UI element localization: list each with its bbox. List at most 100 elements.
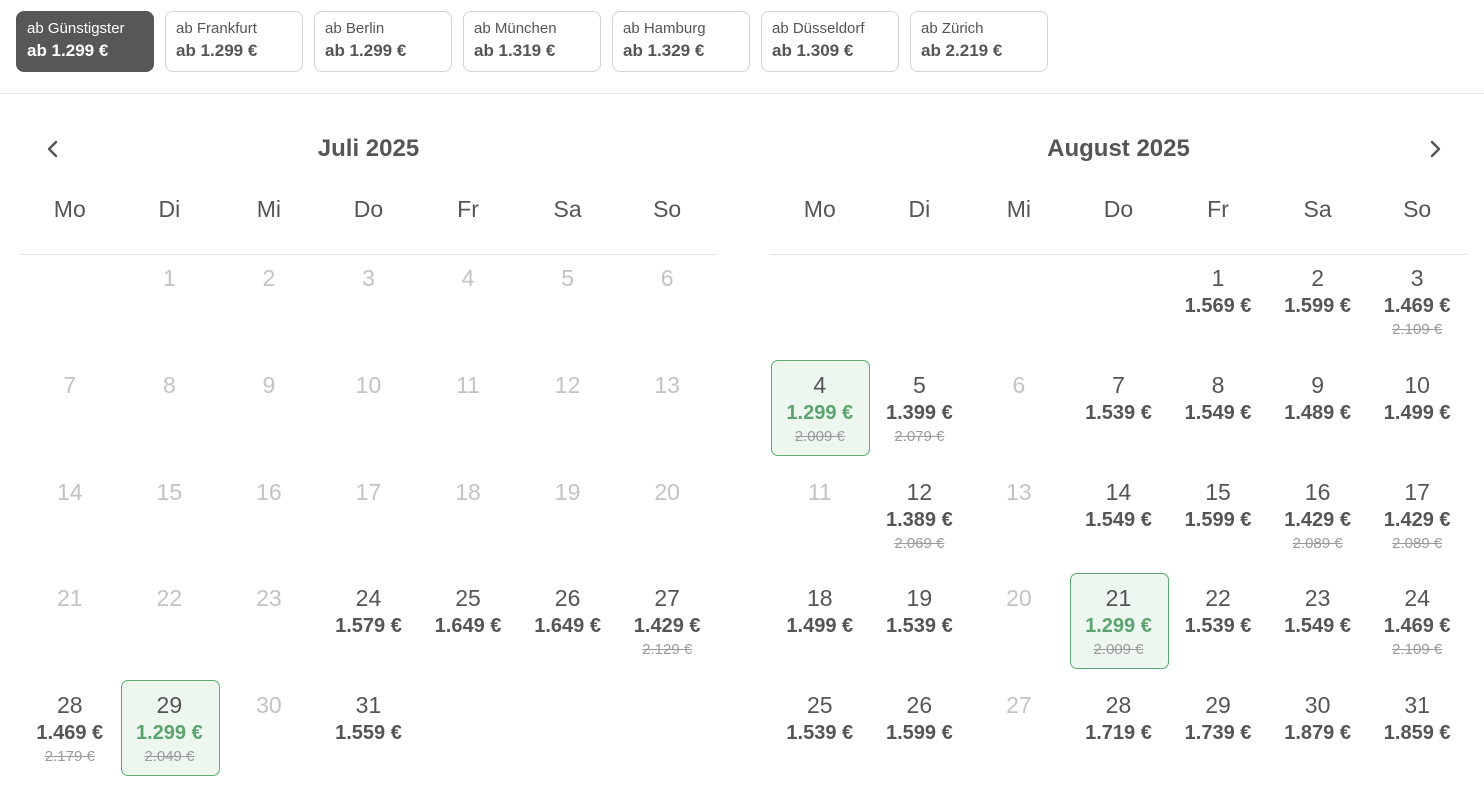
filter-chip[interactable]: ab Düsseldorf ab 1.309 € <box>761 11 899 72</box>
day-number: 29 <box>156 692 183 718</box>
day-price: 1.559 € <box>335 722 402 744</box>
best-price-day[interactable]: 4 1.299 € 2.009 € <box>770 359 870 475</box>
unavailable-day: 15 <box>120 475 220 582</box>
calendar-day[interactable]: 2 1.599 € <box>1268 261 1368 368</box>
calendar-day[interactable]: 5 1.399 € 2.079 € <box>870 368 970 475</box>
calendar-day[interactable]: 31 1.859 € <box>1367 688 1467 795</box>
filter-chip-price: ab 1.329 € <box>623 41 705 60</box>
calendar-day[interactable]: 14 1.549 € <box>1069 475 1169 582</box>
best-price-day[interactable]: 29 1.299 € 2.049 € <box>120 680 220 795</box>
calendar-day[interactable]: 8 1.549 € <box>1168 368 1268 475</box>
calendar-day[interactable]: 18 1.499 € <box>770 581 870 688</box>
original-price: 2.089 € <box>1292 534 1343 552</box>
day-number: 4 <box>813 371 827 398</box>
day-price: 1.389 € <box>885 508 953 531</box>
calendar-day[interactable]: 23 1.549 € <box>1268 581 1368 688</box>
day-number: 6 <box>660 265 674 291</box>
day-price: 1.539 € <box>786 722 854 744</box>
calendar-day[interactable]: 22 1.539 € <box>1168 581 1268 688</box>
day-number: 17 <box>355 478 382 505</box>
calendar-day[interactable]: 30 1.879 € <box>1268 688 1368 795</box>
original-price: 2.089 € <box>1392 534 1443 552</box>
prev-month-button[interactable] <box>41 137 65 161</box>
day-price: 1.599 € <box>885 722 953 744</box>
filter-chip[interactable]: ab Frankfurt ab 1.299 € <box>165 11 303 72</box>
filter-chip[interactable]: ab Berlin ab 1.299 € <box>314 11 452 72</box>
calendar-day[interactable]: 24 1.469 € 2.109 € <box>1367 581 1467 688</box>
day-price: 1.499 € <box>1383 401 1451 424</box>
calendar-day[interactable]: 7 1.539 € <box>1069 368 1169 475</box>
calendar-day[interactable]: 17 1.429 € 2.089 € <box>1367 475 1467 582</box>
unavailable-day: 14 <box>20 475 120 582</box>
calendar-day[interactable]: 26 1.649 € <box>518 581 618 688</box>
day-price: 1.429 € <box>1383 508 1451 531</box>
calendar-day[interactable]: 25 1.649 € <box>418 581 518 688</box>
calendar-day[interactable]: 9 1.489 € <box>1268 368 1368 475</box>
day-number: 4 <box>461 265 475 291</box>
calendar-day[interactable]: 27 1.429 € 2.129 € <box>617 581 717 688</box>
original-price: 2.109 € <box>1392 321 1443 338</box>
unavailable-day: 16 <box>219 475 319 582</box>
day-number: 31 <box>1404 692 1430 718</box>
day-number: 14 <box>1105 478 1132 505</box>
calendar-day[interactable]: 25 1.539 € <box>770 688 870 795</box>
day-grid: 1 1.569 €2 1.599 €3 1.469 €2.109 €4 1.299 €2… <box>770 261 1467 795</box>
unavailable-day: 30 <box>219 688 319 795</box>
filter-chip[interactable]: ab Günstigster ab 1.299 € <box>16 11 154 72</box>
day-number: 22 <box>1205 585 1231 612</box>
filter-chip-price: ab 1.299 € <box>27 41 109 60</box>
day-price: 1.429 € <box>1284 508 1351 531</box>
day-number: 30 <box>1304 692 1331 718</box>
best-price-highlight <box>120 680 220 776</box>
unavailable-day: 7 <box>20 368 120 475</box>
filter-chip-price: ab 1.299 € <box>176 41 258 60</box>
unavailable-day: 4 <box>418 261 518 368</box>
calendar-day[interactable]: 16 1.429 € 2.089 € <box>1268 475 1368 582</box>
day-price: 1.469 € <box>1383 615 1451 638</box>
calendar-day[interactable]: 24 1.579 € <box>319 581 419 688</box>
day-price: 1.569 € <box>1184 295 1252 317</box>
filter-chip-label: ab Frankfurt <box>176 20 257 37</box>
calendar-day[interactable]: 28 1.469 € 2.179 € <box>20 688 120 795</box>
day-number: 31 <box>355 692 382 718</box>
weekday-label: Mo <box>803 196 836 222</box>
unavailable-day: 21 <box>20 581 120 688</box>
separator <box>770 254 1467 255</box>
filter-chip[interactable]: ab Hamburg ab 1.329 € <box>612 11 750 72</box>
best-price-day[interactable]: 21 1.299 € 2.009 € <box>1069 573 1169 688</box>
original-price: 2.129 € <box>642 641 693 659</box>
next-month-button[interactable] <box>1423 137 1447 161</box>
day-price: 1.489 € <box>1284 401 1351 424</box>
calendar-day[interactable]: 15 1.599 € <box>1168 475 1268 582</box>
unavailable-day: 9 <box>219 368 319 475</box>
month-title: Juli 2025 <box>317 135 420 162</box>
calendar-day[interactable]: 28 1.719 € <box>1069 688 1169 795</box>
calendar-day[interactable]: 12 1.389 € 2.069 € <box>870 475 970 582</box>
calendar-day[interactable]: 26 1.599 € <box>870 688 970 795</box>
day-number: 13 <box>654 371 680 398</box>
filter-chip-label: ab Günstigster <box>27 20 125 37</box>
weekday-label: Sa <box>1303 196 1332 222</box>
filter-chip[interactable]: ab Zürich ab 2.219 € <box>910 11 1048 72</box>
calendar-day[interactable]: 29 1.739 € <box>1168 688 1268 795</box>
unavailable-day: 2 <box>219 261 319 368</box>
unavailable-day: 20 <box>617 475 717 582</box>
calendar-day[interactable]: 1 1.569 € <box>1168 261 1268 368</box>
calendar-day[interactable]: 19 1.539 € <box>870 581 970 688</box>
calendar-day[interactable]: 31 1.559 € <box>319 688 419 795</box>
day-number: 20 <box>1006 585 1032 612</box>
day-number: 2 <box>1311 265 1324 291</box>
day-number: 12 <box>906 478 933 505</box>
calendar-day[interactable]: 10 1.499 € <box>1367 368 1467 475</box>
filter-chip[interactable]: ab München ab 1.319 € <box>463 11 601 72</box>
filter-chip-label: ab Düsseldorf <box>772 20 865 37</box>
calendar-day[interactable]: 3 1.469 € 2.109 € <box>1367 261 1467 368</box>
unavailable-day: 11 <box>770 475 870 582</box>
day-price: 1.579 € <box>335 615 402 638</box>
filter-chip-label: ab München <box>474 20 557 37</box>
chevron-left-icon <box>47 140 58 158</box>
day-grid: 1 2 3 4 5 6 7 8 9 10 11 12 13 14 15 16 17 18 19 20 21 22 23 24 1… <box>20 261 717 795</box>
day-number: 24 <box>1404 585 1430 612</box>
departure-filter-bar: ab Günstigster ab 1.299 € ab Frankfurt ab 1… <box>16 11 1048 72</box>
original-price: 2.009 € <box>1093 641 1144 659</box>
